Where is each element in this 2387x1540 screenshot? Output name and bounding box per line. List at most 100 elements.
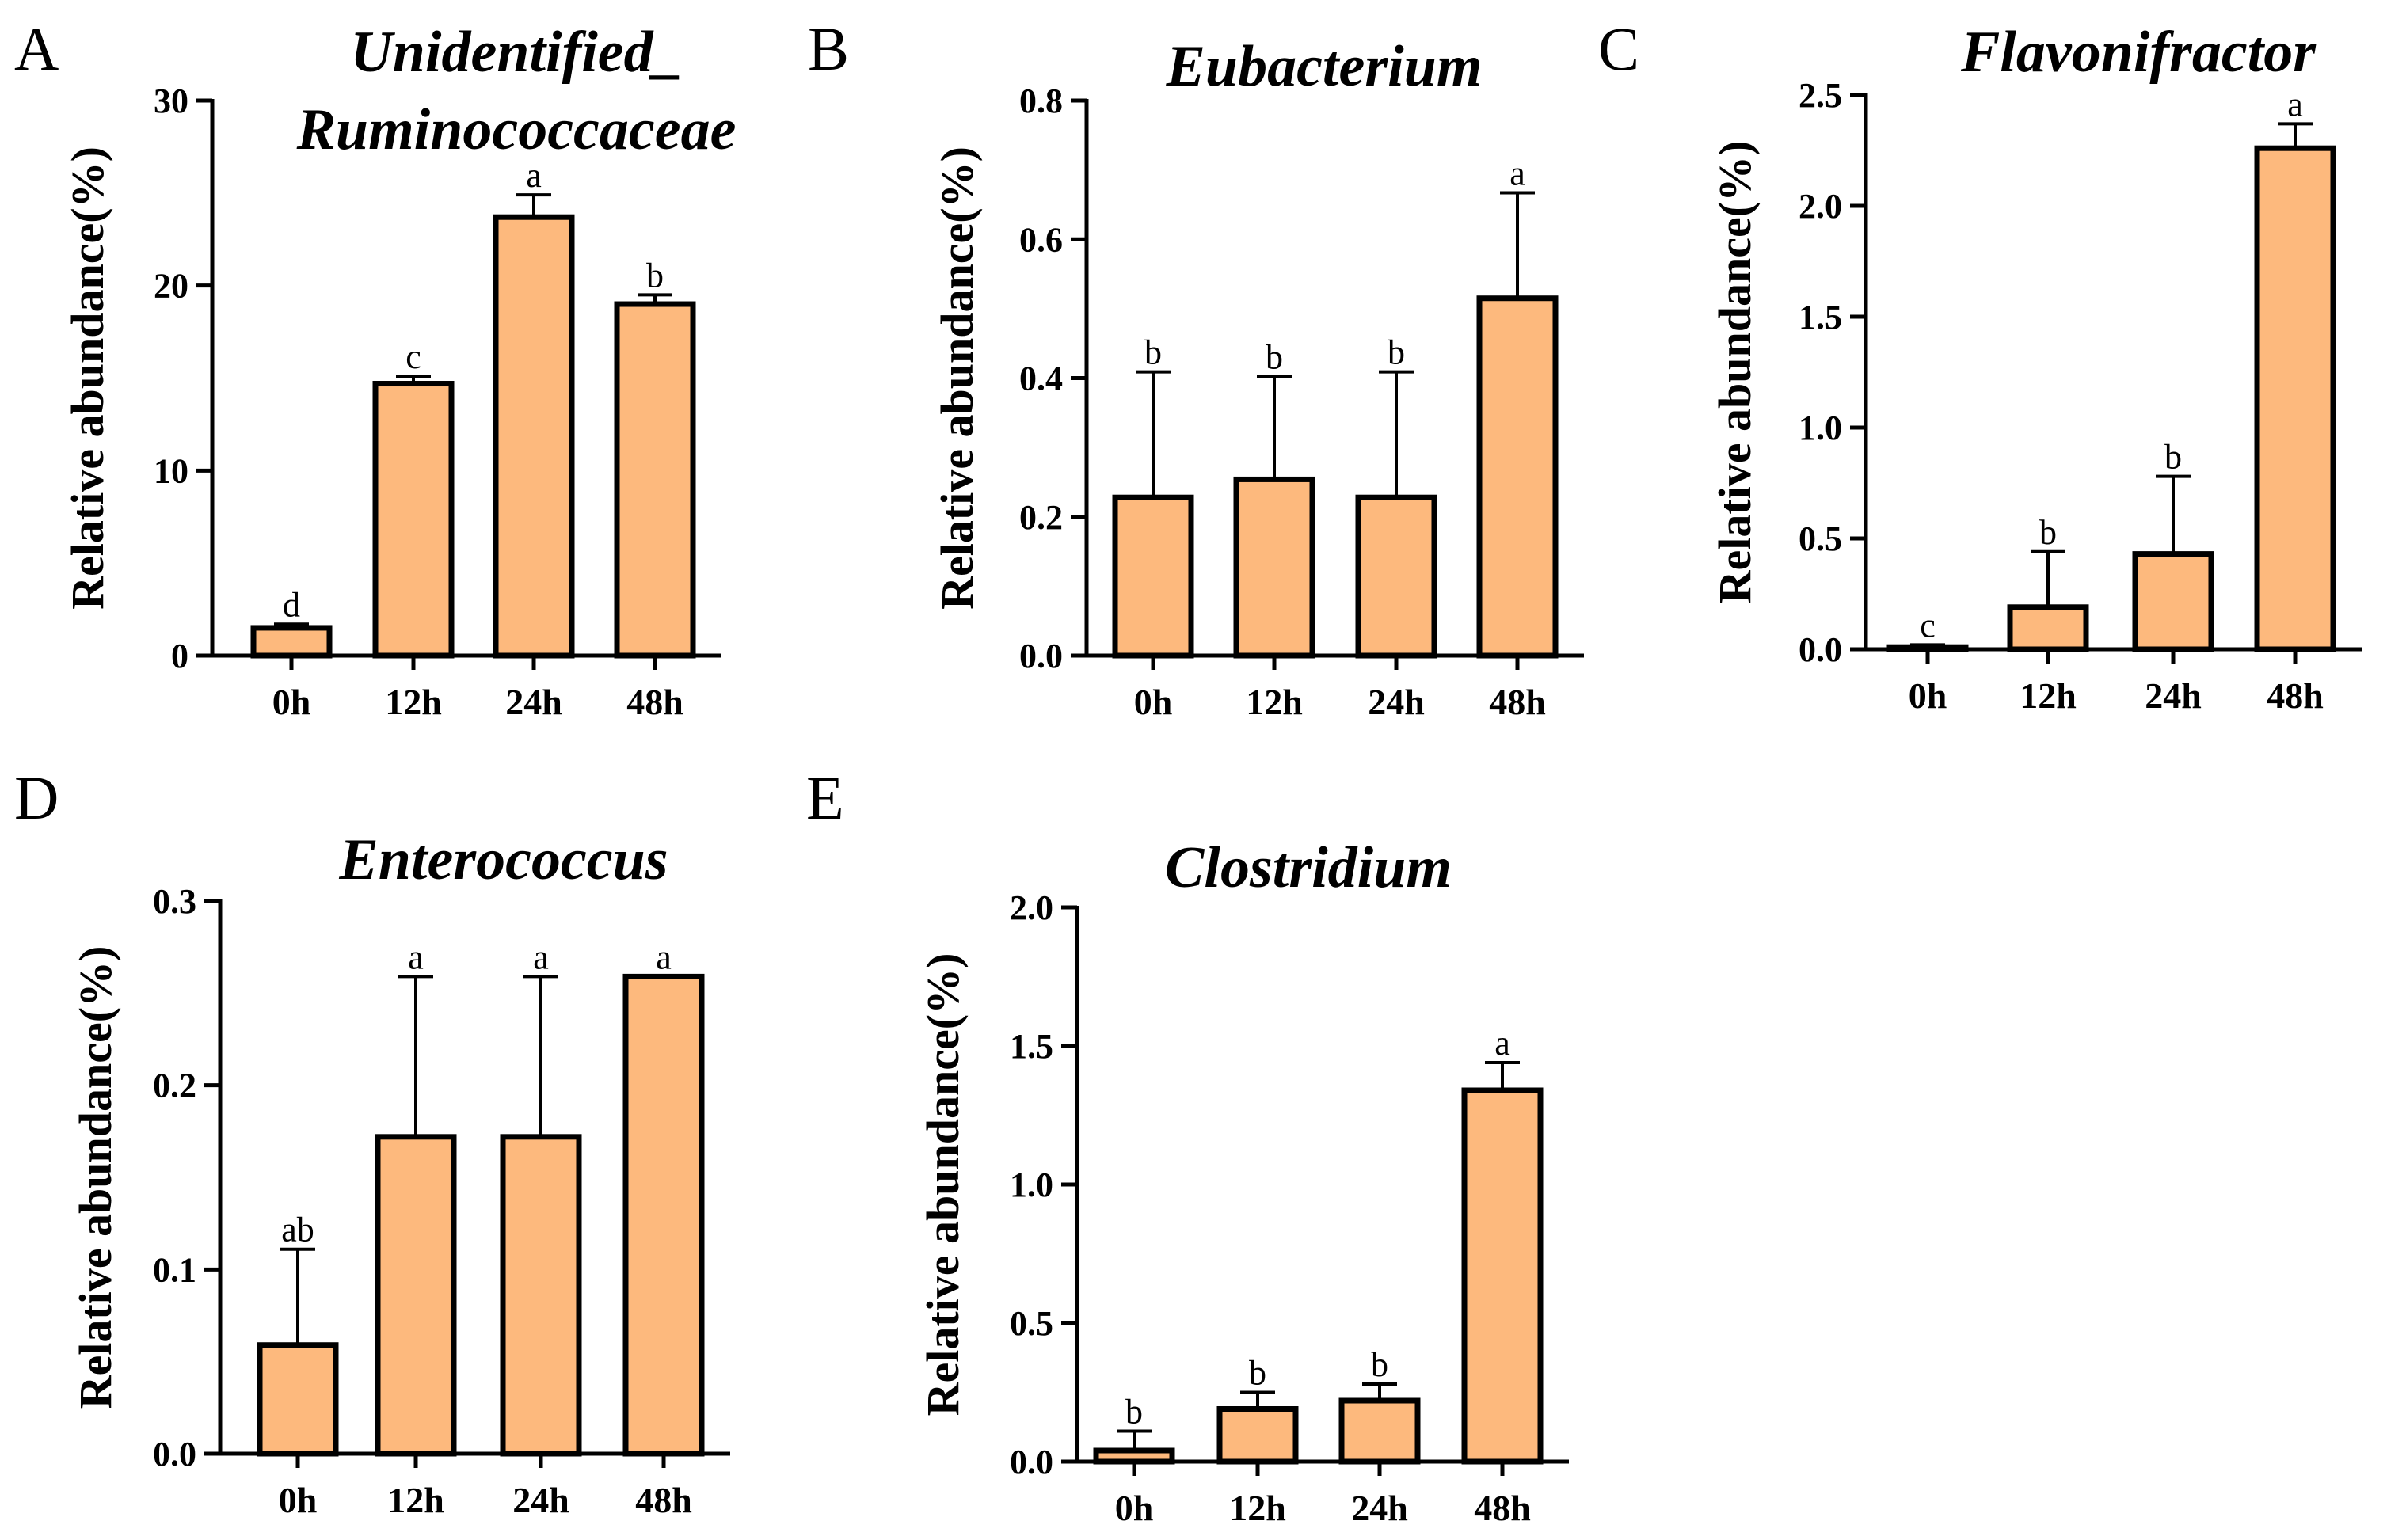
chart-panel-b: B Eubacterium Relative abundance(%) 0.0 0.2 0… <box>808 14 1584 722</box>
y-tick-label: 1.0 <box>1799 409 1842 447</box>
panel-letter: C <box>1598 14 1639 83</box>
x-tick-label: 12h <box>1246 682 1303 722</box>
chart-title: Unidentified_ <box>350 20 682 85</box>
y-tick-label: 1.5 <box>1010 1027 1053 1066</box>
y-tick-label: 0.4 <box>1019 359 1063 398</box>
x-tick-label: 12h <box>1229 1488 1286 1528</box>
x-tick-label: 0h <box>1115 1488 1154 1528</box>
y-tick-label: 0.5 <box>1799 519 1842 558</box>
chart-panel-c: C Flavonifractor Relative abundance(%) 0.0 0… <box>1598 14 2362 716</box>
bar-12h <box>372 381 455 659</box>
significance-label: b <box>2164 438 2182 477</box>
significance-label: d <box>283 585 300 624</box>
bar-0h <box>257 1342 339 1457</box>
x-tick-label: 24h <box>2145 675 2202 716</box>
x-tick-label: 0h <box>1909 675 1947 716</box>
bar-48h <box>622 973 705 1457</box>
significance-label: b <box>1388 333 1405 372</box>
bar-24h <box>493 214 575 659</box>
chart-title: Clostridium <box>1165 835 1452 900</box>
y-tick-label: 2.0 <box>1799 187 1842 226</box>
significance-label: b <box>1144 333 1162 372</box>
bar-48h <box>1476 295 1559 659</box>
x-tick-label: 48h <box>635 1480 692 1520</box>
bar-24h <box>500 1134 582 1457</box>
significance-label: a <box>526 156 542 195</box>
bar-0h <box>1112 494 1194 659</box>
y-tick-label: 0.3 <box>153 882 196 921</box>
y-tick-label: 2.5 <box>1799 76 1842 115</box>
y-axis-label: Relative abundance(%) <box>931 146 983 610</box>
bar-12h <box>1233 476 1315 659</box>
chart-panel-d: D Enterococcus Relative abundance(%) 0.0 0.1… <box>14 763 730 1520</box>
bar-24h <box>1355 494 1437 659</box>
y-tick-label: 10 <box>154 451 188 490</box>
y-tick-label: 0.2 <box>1019 498 1063 537</box>
y-tick-label: 0.5 <box>1010 1304 1053 1343</box>
significance-label: b <box>1266 338 1283 377</box>
chart-title: Eubacterium <box>1166 34 1483 99</box>
bar-12h <box>375 1134 457 1457</box>
y-tick-label: 20 <box>154 267 188 306</box>
bar-24h <box>2132 551 2214 652</box>
y-tick-label: 0 <box>171 637 188 675</box>
chart-title: Flavonifractor <box>1960 20 2317 85</box>
y-axis-label: Relative abundance(%) <box>62 146 113 610</box>
significance-label: a <box>408 937 424 976</box>
y-tick-label: 0.0 <box>1010 1443 1053 1481</box>
significance-label: a <box>656 937 672 976</box>
x-tick-label: 24h <box>1368 682 1425 722</box>
y-tick-label: 0.0 <box>1799 630 1842 669</box>
x-tick-label: 48h <box>1474 1488 1531 1528</box>
significance-label: b <box>646 256 664 295</box>
y-tick-label: 0.8 <box>1019 82 1063 120</box>
panel-letter: A <box>14 14 59 83</box>
bar-0h <box>1886 644 1969 652</box>
panel-letter: E <box>806 763 844 832</box>
significance-label: c <box>405 337 421 376</box>
bar-24h <box>1338 1397 1421 1465</box>
y-tick-label: 0.0 <box>153 1435 196 1473</box>
significance-label: a <box>1494 1024 1510 1063</box>
bar-48h <box>2254 145 2336 652</box>
bar-12h <box>1216 1406 1299 1465</box>
x-tick-label: 12h <box>385 682 442 722</box>
significance-label: a <box>2287 85 2303 124</box>
x-tick-label: 12h <box>387 1480 444 1520</box>
chart-title: Ruminococcaceae <box>296 97 737 162</box>
significance-label: b <box>1125 1393 1143 1432</box>
x-tick-label: 0h <box>272 682 311 722</box>
bar-12h <box>2007 604 2089 652</box>
x-tick-label: 0h <box>279 1480 318 1520</box>
y-tick-label: 0.0 <box>1019 637 1063 675</box>
significance-label: b <box>2039 513 2057 552</box>
x-tick-label: 24h <box>505 682 562 722</box>
y-tick-label: 1.5 <box>1799 298 1842 337</box>
significance-label: a <box>533 937 549 976</box>
x-tick-label: 24h <box>512 1480 569 1520</box>
y-tick-label: 0.2 <box>153 1067 196 1105</box>
significance-label: b <box>1371 1345 1388 1384</box>
y-axis-label: Relative abundance(%) <box>917 953 969 1416</box>
y-tick-label: 1.0 <box>1010 1165 1053 1204</box>
x-tick-label: 0h <box>1134 682 1173 722</box>
x-tick-label: 48h <box>626 682 683 722</box>
y-tick-label: 2.0 <box>1010 888 1053 927</box>
bar-0h <box>250 625 333 659</box>
panel-letter: B <box>808 14 849 83</box>
y-tick-label: 0.6 <box>1019 220 1063 259</box>
x-tick-label: 48h <box>2267 675 2324 716</box>
x-tick-label: 24h <box>1351 1488 1408 1528</box>
y-axis-label: Relative abundance(%) <box>1709 141 1761 604</box>
y-tick-label: 30 <box>154 82 188 120</box>
x-tick-label: 12h <box>2020 675 2077 716</box>
bar-48h <box>1461 1087 1544 1465</box>
chart-panel-e: E Clostridium Relative abundance(%) 0.0 0.5 1… <box>806 763 1569 1528</box>
significance-label: c <box>1920 606 1936 645</box>
chart-title: Enterococcus <box>338 827 668 892</box>
y-axis-label: Relative abundance(%) <box>70 946 121 1409</box>
bar-0h <box>1093 1447 1175 1465</box>
chart-panel-a: A Unidentified_ Ruminococcaceae Relative ab… <box>14 14 736 722</box>
x-tick-label: 48h <box>1489 682 1546 722</box>
